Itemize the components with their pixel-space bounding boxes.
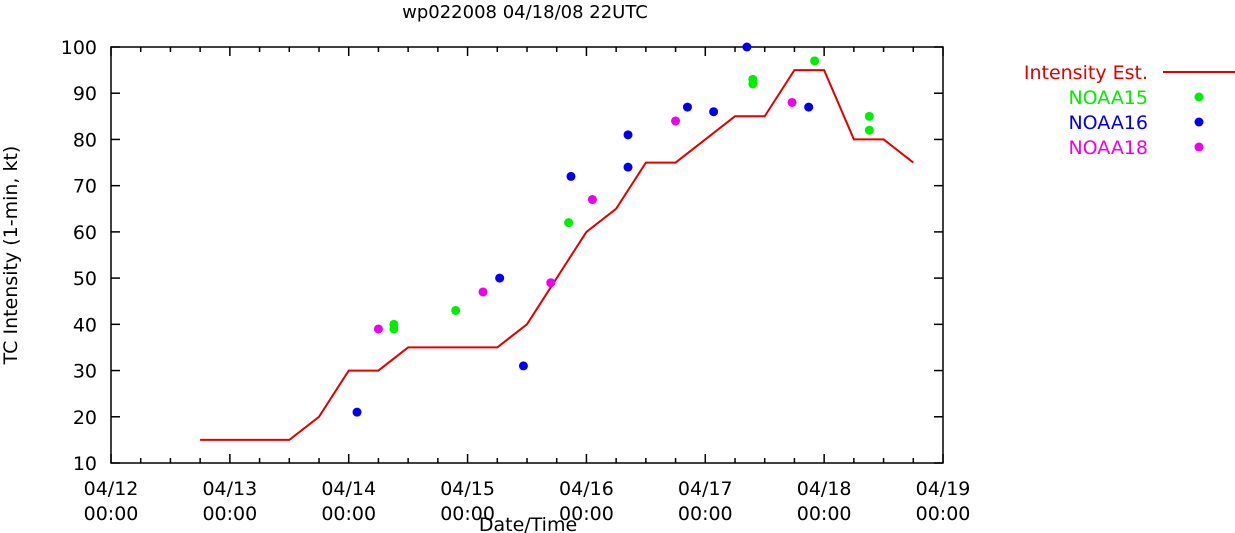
x-tick-date-label: 04/14 [321, 478, 376, 500]
y-tick-label: 60 [73, 222, 97, 244]
data-point-noaa18 [671, 116, 681, 126]
y-tick-label: 80 [73, 129, 97, 151]
x-tick-time-label: 00:00 [84, 503, 139, 525]
data-point-noaa16 [352, 407, 362, 417]
data-point-noaa15 [810, 56, 820, 66]
legend-swatch-point [1194, 92, 1204, 102]
y-tick-label: 100 [61, 37, 97, 59]
y-axis: 10 20 30 40 50 60 70 80 90 100 [61, 37, 943, 475]
chart-title: wp022008 04/18/08 22UTC [402, 2, 648, 23]
legend-swatch-point [1194, 117, 1204, 127]
x-tick-date-label: 04/13 [202, 478, 257, 500]
data-point-noaa15 [864, 111, 874, 121]
data-point-noaa18 [478, 287, 488, 297]
data-point-noaa15 [864, 125, 874, 135]
y-tick-label: 70 [73, 176, 97, 198]
legend-label-intensity-est: Intensity Est. [1024, 62, 1148, 84]
y-axis-label: TC Intensity (1-min, kt) [0, 146, 22, 366]
x-tick-date-label: 04/12 [84, 478, 139, 500]
data-point-noaa16 [623, 130, 633, 140]
x-tick-time-label: 00:00 [202, 503, 257, 525]
x-tick-date-label: 04/18 [797, 478, 852, 500]
x-tick-date-label: 04/15 [440, 478, 495, 500]
legend-label-noaa15: NOAA15 [1068, 87, 1148, 109]
x-axis: 04/12 00:00 04/13 00:00 04/14 00:00 04/15 00:00… [84, 47, 971, 525]
y-tick-label: 30 [73, 361, 97, 383]
legend-label-noaa16: NOAA16 [1068, 112, 1148, 134]
data-point-noaa18 [587, 195, 597, 205]
x-tick-time-label: 00:00 [559, 503, 614, 525]
y-tick-label: 90 [73, 83, 97, 105]
data-point-noaa16 [804, 102, 814, 112]
x-tick-time-label: 00:00 [797, 503, 852, 525]
x-tick-time-label: 00:00 [916, 503, 971, 525]
y-tick-label: 50 [73, 268, 97, 290]
data-point-noaa16 [518, 361, 528, 371]
data-point-noaa15 [748, 79, 758, 89]
data-point-noaa15 [451, 305, 461, 315]
x-axis-label: Date/Time [479, 514, 577, 533]
data-point-noaa16 [742, 42, 752, 52]
x-tick-date-label: 04/17 [678, 478, 733, 500]
y-tick-label: 10 [73, 453, 97, 475]
data-point-noaa15 [564, 218, 574, 228]
data-point-noaa16 [566, 171, 576, 181]
data-point-noaa18 [373, 324, 383, 334]
x-tick-time-label: 00:00 [321, 503, 376, 525]
y-tick-label: 20 [73, 407, 97, 429]
series-line-intensity-est [200, 69, 914, 441]
series-layer [200, 42, 914, 441]
legend-swatch-point [1194, 142, 1204, 152]
x-tick-time-label: 00:00 [678, 503, 733, 525]
x-tick-date-label: 04/16 [559, 478, 614, 500]
legend: Intensity Est. NOAA15 NOAA16 NOAA18 [1024, 62, 1235, 159]
y-tick-label: 40 [73, 314, 97, 336]
data-point-noaa18 [787, 97, 797, 107]
data-point-noaa16 [682, 102, 692, 112]
legend-label-noaa18: NOAA18 [1068, 137, 1148, 159]
data-point-noaa16 [495, 273, 505, 283]
data-point-noaa16 [709, 107, 719, 117]
data-point-noaa16 [623, 162, 633, 172]
plot-frame [110, 46, 944, 464]
x-tick-time-label: 00:00 [440, 503, 495, 525]
data-point-noaa18 [546, 278, 556, 288]
x-tick-date-label: 04/19 [916, 478, 971, 500]
data-point-noaa15 [389, 324, 399, 334]
